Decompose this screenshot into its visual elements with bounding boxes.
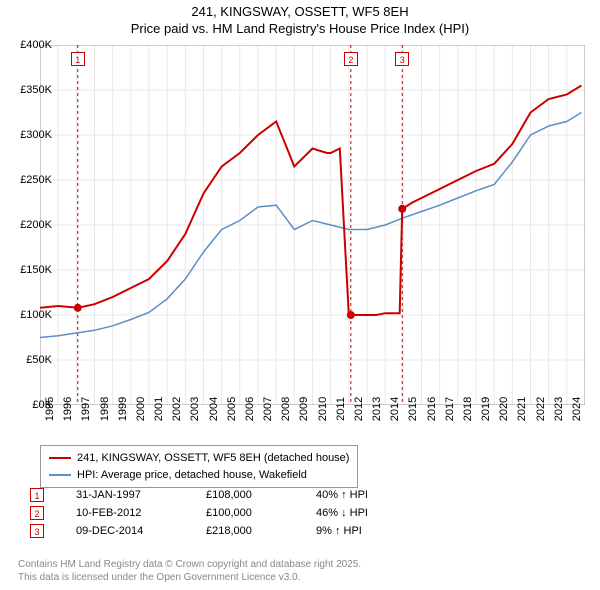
x-axis-label: 2004 [208, 397, 220, 421]
x-axis-label: 2011 [335, 397, 347, 421]
legend: 241, KINGSWAY, OSSETT, WF5 8EH (detached… [40, 445, 358, 488]
chart-container: 241, KINGSWAY, OSSETT, WF5 8EH Price pai… [0, 0, 600, 590]
chart-area [40, 45, 585, 405]
x-axis-label: 2012 [353, 397, 365, 421]
x-axis-label: 2017 [444, 397, 456, 421]
x-axis-label: 2001 [153, 397, 165, 421]
x-axis-label: 2005 [226, 397, 238, 421]
x-axis-label: 1997 [80, 397, 92, 421]
x-axis-label: 1998 [99, 397, 111, 421]
x-axis-label: 2010 [317, 397, 329, 421]
sales-price: £218,000 [206, 525, 316, 537]
sales-date: 10-FEB-2012 [76, 507, 206, 519]
x-axis-label: 2008 [280, 397, 292, 421]
x-axis-label: 2018 [462, 397, 474, 421]
y-axis-label: £350K [2, 84, 52, 96]
title-line1: 241, KINGSWAY, OSSETT, WF5 8EH [0, 4, 600, 21]
y-axis-label: £250K [2, 174, 52, 186]
sales-date: 09-DEC-2014 [76, 525, 206, 537]
title-block: 241, KINGSWAY, OSSETT, WF5 8EH Price pai… [0, 0, 600, 38]
sales-date: 31-JAN-1997 [76, 489, 206, 501]
x-axis-label: 2007 [262, 397, 274, 421]
x-axis-label: 2024 [571, 397, 583, 421]
sales-price: £100,000 [206, 507, 316, 519]
legend-swatch-hpi [49, 474, 71, 476]
x-axis-label: 2023 [553, 397, 565, 421]
x-axis-label: 2003 [189, 397, 201, 421]
legend-label-hpi: HPI: Average price, detached house, Wake… [77, 467, 307, 484]
x-axis-label: 2021 [516, 397, 528, 421]
x-axis-label: 2015 [407, 397, 419, 421]
chart-svg [40, 45, 585, 405]
sales-marker-icon: 1 [30, 488, 44, 502]
sales-pct: 46% ↓ HPI [316, 507, 416, 519]
sales-marker-icon: 3 [30, 524, 44, 538]
sales-row: 2 10-FEB-2012£100,00046% ↓ HPI [30, 506, 416, 520]
x-axis-label: 2000 [135, 397, 147, 421]
sales-pct: 9% ↑ HPI [316, 525, 416, 537]
sales-pct: 40% ↑ HPI [316, 489, 416, 501]
x-axis-label: 2022 [535, 397, 547, 421]
x-axis-label: 2019 [480, 397, 492, 421]
title-line2: Price paid vs. HM Land Registry's House … [0, 21, 600, 38]
footer-line2: This data is licensed under the Open Gov… [18, 571, 361, 584]
y-axis-label: £300K [2, 129, 52, 141]
sales-price: £108,000 [206, 489, 316, 501]
x-axis-label: 2013 [371, 397, 383, 421]
sale-marker-2: 2 [344, 52, 358, 66]
y-axis-label: £150K [2, 264, 52, 276]
y-axis-label: £100K [2, 309, 52, 321]
y-axis-label: £50K [2, 354, 52, 366]
sale-marker-3: 3 [395, 52, 409, 66]
x-axis-label: 1996 [62, 397, 74, 421]
sales-row: 1 31-JAN-1997£108,00040% ↑ HPI [30, 488, 416, 502]
x-axis-label: 2014 [389, 397, 401, 421]
footer-line1: Contains HM Land Registry data © Crown c… [18, 558, 361, 571]
sales-table: 1 31-JAN-1997£108,00040% ↑ HPI 2 10-FEB-201… [30, 488, 416, 542]
legend-label-property: 241, KINGSWAY, OSSETT, WF5 8EH (detached… [77, 450, 349, 467]
x-axis-label: 1999 [117, 397, 129, 421]
x-axis-label: 2006 [244, 397, 256, 421]
legend-row-hpi: HPI: Average price, detached house, Wake… [49, 467, 349, 484]
legend-swatch-property [49, 457, 71, 459]
x-axis-label: 1995 [44, 397, 56, 421]
x-axis-label: 2016 [426, 397, 438, 421]
y-axis-label: £200K [2, 219, 52, 231]
x-axis-label: 2009 [298, 397, 310, 421]
y-axis-label: £400K [2, 39, 52, 51]
legend-row-property: 241, KINGSWAY, OSSETT, WF5 8EH (detached… [49, 450, 349, 467]
footer: Contains HM Land Registry data © Crown c… [18, 558, 361, 584]
x-axis-label: 2020 [498, 397, 510, 421]
sales-marker-icon: 2 [30, 506, 44, 520]
sales-row: 3 09-DEC-2014£218,0009% ↑ HPI [30, 524, 416, 538]
sale-marker-1: 1 [71, 52, 85, 66]
x-axis-label: 2002 [171, 397, 183, 421]
